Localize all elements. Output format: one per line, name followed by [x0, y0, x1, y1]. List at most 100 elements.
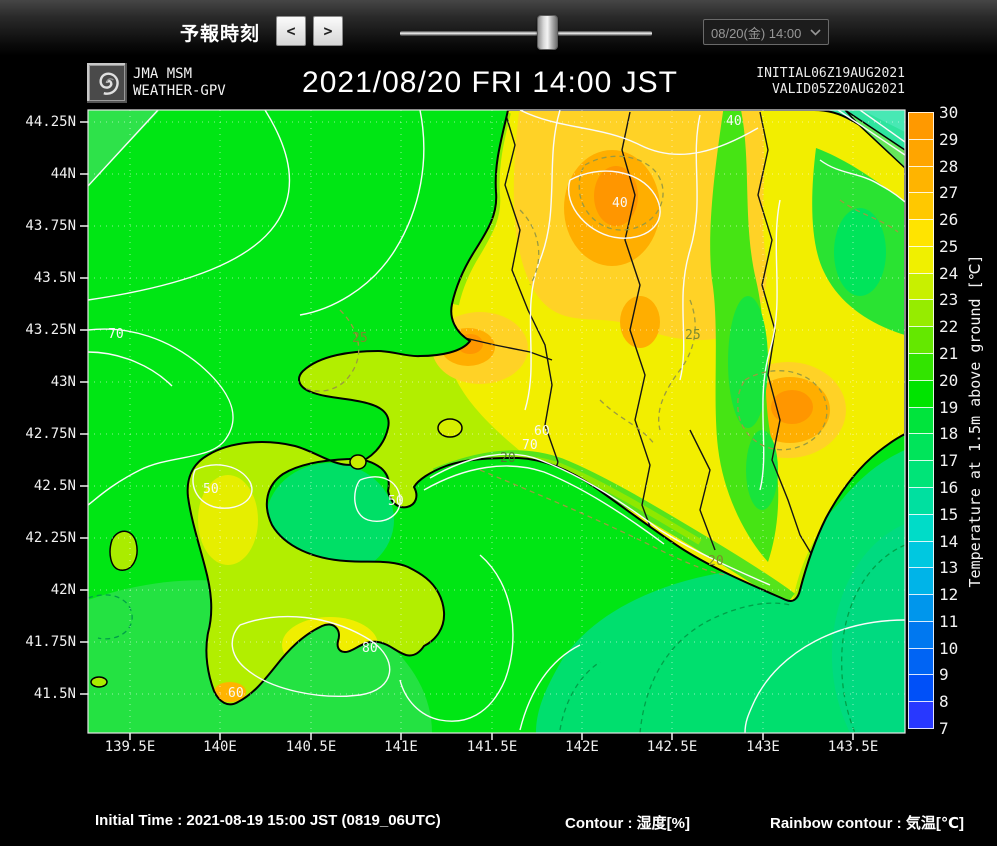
colorbar-cell	[908, 674, 934, 703]
lon-label: 141.5E	[466, 739, 518, 755]
next-time-button[interactable]: >	[313, 16, 343, 46]
colorbar-cell	[908, 165, 934, 194]
colorbar-tick: 29	[939, 129, 959, 149]
contour-label: 60	[228, 686, 244, 701]
lon-label: 142E	[565, 739, 599, 755]
colorbar-cell	[908, 326, 934, 355]
lat-label: 44.25N	[25, 114, 76, 130]
initial-run: INITIAL06Z19AUG2021	[756, 66, 905, 81]
colorbar-tick: 15	[939, 504, 959, 524]
colorbar-tick: 9	[939, 665, 949, 685]
valid-run: VALID05Z20AUG2021	[771, 82, 905, 97]
lat-label: 42.25N	[25, 530, 76, 546]
contour-label: 40	[726, 114, 742, 129]
colorbar-cell	[908, 647, 934, 676]
prev-time-button[interactable]: <	[276, 16, 306, 46]
colorbar-tick: 8	[939, 692, 949, 712]
colorbar-cell	[908, 486, 934, 515]
colorbar-tick: 14	[939, 531, 959, 551]
contour-label: 20	[708, 554, 724, 569]
lon-label: 142.5E	[646, 739, 698, 755]
contour-label: 80	[362, 641, 378, 656]
colorbar-tick: 10	[939, 638, 959, 658]
time-select-dropdown[interactable]: 08/20(金) 14:00	[703, 19, 829, 45]
rainbow-legend-text: Rainbow contour : 気温[℃]	[770, 815, 964, 832]
colorbar-tick: 11	[939, 611, 959, 631]
lon-label: 141E	[384, 739, 418, 755]
colorbar-cell	[908, 112, 934, 140]
chevron-down-icon	[810, 28, 821, 36]
time-slider-thumb[interactable]	[537, 15, 558, 50]
lat-label: 42.5N	[33, 478, 76, 494]
lat-label: 42.75N	[25, 426, 76, 442]
initial-time-text: Initial Time : 2021-08-19 15:00 JST (081…	[95, 812, 441, 829]
contour-label: 70	[522, 438, 538, 453]
contour-label: 70	[108, 327, 124, 342]
typhoon-spiral-icon	[90, 66, 124, 100]
colorbar-cell	[908, 406, 934, 435]
contour-label: 25	[352, 331, 368, 346]
colorbar-cell	[908, 433, 934, 462]
lat-label: 42N	[50, 582, 76, 598]
colorbar-tick: 27	[939, 183, 959, 203]
colorbar-cell	[908, 379, 934, 408]
colorbar-cell	[908, 594, 934, 622]
colorbar-cell	[908, 219, 934, 247]
colorbar-cell	[908, 701, 934, 729]
contour-legend-text: Contour : 湿度[%]	[565, 815, 690, 832]
colorbar-tick: 23	[939, 290, 959, 310]
time-select-value: 08/20(金) 14:00	[711, 25, 802, 41]
colorbar-tick: 13	[939, 558, 959, 578]
lat-label: 41.75N	[25, 634, 76, 650]
lat-label: 43.75N	[25, 218, 76, 234]
lon-label: 139.5E	[104, 739, 156, 755]
colorbar-tick: 18	[939, 424, 959, 444]
contour-label: 40	[612, 196, 628, 211]
contour-label: 50	[388, 494, 404, 509]
contour-label: 50	[203, 482, 219, 497]
colorbar-tick: 7	[939, 719, 949, 738]
colorbar-cell	[908, 192, 934, 221]
colorbar-tick: 21	[939, 344, 959, 364]
lat-label: 44N	[50, 166, 76, 182]
colorbar-tick: 30	[939, 103, 959, 122]
colorbar-tick: 17	[939, 451, 959, 471]
colorbar-tick: 26	[939, 210, 959, 230]
toolbar: 予報時刻 < > 08/20(金) 14:00	[0, 0, 997, 56]
colorbar-tick: 16	[939, 477, 959, 497]
colorbar-cell	[908, 272, 934, 301]
contour-label: 60	[534, 424, 550, 439]
colorbar-tick: 19	[939, 397, 959, 417]
colorbar-cell	[908, 540, 934, 569]
forecast-time-label: 予報時刻	[180, 24, 261, 45]
contour-label: 20	[500, 451, 516, 466]
lon-label: 143.5E	[827, 739, 879, 755]
colorbar-cell	[908, 513, 934, 542]
jma-typhoon-logo	[87, 63, 127, 103]
map-graphic	[88, 110, 905, 733]
lat-label: 43N	[50, 374, 76, 390]
lon-label: 140.5E	[285, 739, 337, 755]
model-name: JMA MSM WEATHER-GPV	[133, 66, 226, 99]
colorbar-cell	[908, 567, 934, 596]
colorbar-tick: 20	[939, 370, 959, 390]
contour-label: 25	[685, 328, 701, 343]
colorbar-tick: 24	[939, 263, 959, 283]
valid-datetime-title: 2021/08/20 FRI 14:00 JST	[302, 66, 678, 99]
colorbar-cell	[908, 138, 934, 167]
lon-label: 143E	[746, 739, 780, 755]
colorbar-cell	[908, 353, 934, 381]
lon-label: 140E	[203, 739, 237, 755]
colorbar-tick: 28	[939, 156, 959, 176]
colorbar-tick: 22	[939, 317, 959, 337]
time-slider-track[interactable]	[400, 31, 652, 36]
colorbar-tick: 12	[939, 585, 959, 605]
colorbar-cell	[908, 620, 934, 649]
colorbar-tick: 25	[939, 236, 959, 256]
lat-label: 41.5N	[33, 686, 76, 702]
run-info: INITIAL06Z19AUG2021 VALID05Z20AUG2021	[735, 66, 905, 98]
lat-label: 43.5N	[33, 270, 76, 286]
colorbar-cell	[908, 245, 934, 274]
lat-label: 43.25N	[25, 322, 76, 338]
